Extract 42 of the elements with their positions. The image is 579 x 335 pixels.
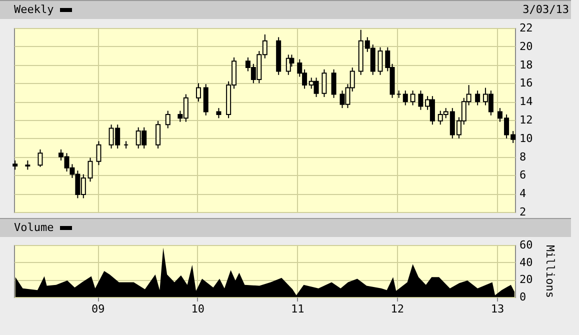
candlestick (418, 90, 424, 110)
candlestick (378, 46, 383, 76)
y-tick-label: 4 (520, 187, 526, 200)
candlestick (196, 82, 201, 102)
x-tick-label: 12 (390, 302, 404, 316)
chart-title: Volume (14, 221, 54, 234)
candlestick (156, 120, 161, 150)
x-tick-label: 13 (490, 302, 504, 316)
y-tick-label: 60 (520, 238, 533, 252)
candlestick (25, 160, 30, 170)
y-tick-label: 8 (520, 150, 526, 164)
y-tick-label: 12 (520, 114, 533, 126)
candlestick (331, 68, 336, 98)
candlestick (12, 160, 18, 170)
y-tick-label: 14 (520, 95, 534, 108)
y-tick-label: 6 (520, 168, 526, 182)
candlestick (402, 90, 408, 106)
y-tick-label: 22 (520, 22, 533, 34)
y-tick-label: 2 (520, 206, 526, 218)
candlestick (216, 108, 222, 119)
candlestick (203, 84, 208, 116)
chart-title: Weekly (14, 3, 54, 16)
candlestick (88, 157, 93, 182)
text: 3/03/13 (522, 2, 569, 18)
candlestick (289, 54, 294, 68)
candlestick (322, 68, 327, 98)
y-tick-label: 18 (520, 58, 533, 72)
candlestick (475, 90, 480, 106)
y-axis-title: Millions (544, 245, 557, 298)
x-tick-label: 11 (291, 302, 304, 316)
y-tick-label: 20 (520, 40, 533, 53)
candlestick (96, 140, 102, 166)
y-tick-label: 16 (520, 76, 533, 90)
y-tick-label: 20 (520, 273, 533, 286)
candlestick (38, 148, 43, 168)
y-tick-label: 0 (520, 290, 526, 304)
candlestick (410, 90, 416, 106)
y-tick-label: 40 (520, 256, 533, 269)
candlestick (165, 110, 170, 129)
y-tick-label: 10 (520, 132, 533, 145)
x-tick-label: 10 (191, 302, 205, 316)
x-tick-label: 09 (92, 302, 105, 316)
